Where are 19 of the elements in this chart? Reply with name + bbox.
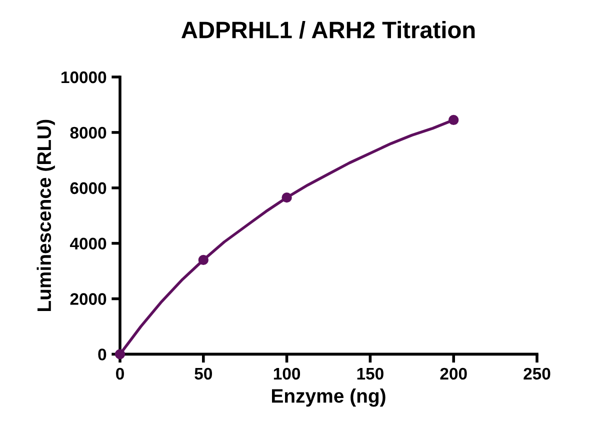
y-axis-title: Luminescence (RLU) (36, 120, 55, 311)
y-tick-label: 8000 (70, 126, 106, 139)
x-tick-label: 0 (116, 368, 124, 380)
x-tick-label: 50 (194, 368, 212, 380)
x-tick-label: 150 (357, 368, 384, 380)
y-tick-label: 6000 (70, 182, 106, 194)
point (282, 192, 292, 203)
x-tick-label: 100 (274, 368, 300, 380)
point (198, 254, 208, 266)
x-tick-label: 200 (440, 368, 467, 380)
y-tick-label: 2000 (70, 293, 106, 305)
x-tick-label: 250 (524, 368, 550, 380)
point (448, 114, 459, 126)
point (114, 349, 126, 360)
x-axis-title: Enzyme (ng) (272, 388, 386, 407)
y-tick-label: 10000 (62, 71, 106, 84)
chart-title: ADPRHL1 / ARH2 Titration (182, 21, 475, 39)
y-tick-label: 4000 (70, 238, 106, 250)
y-tick-label: 0 (98, 348, 106, 360)
